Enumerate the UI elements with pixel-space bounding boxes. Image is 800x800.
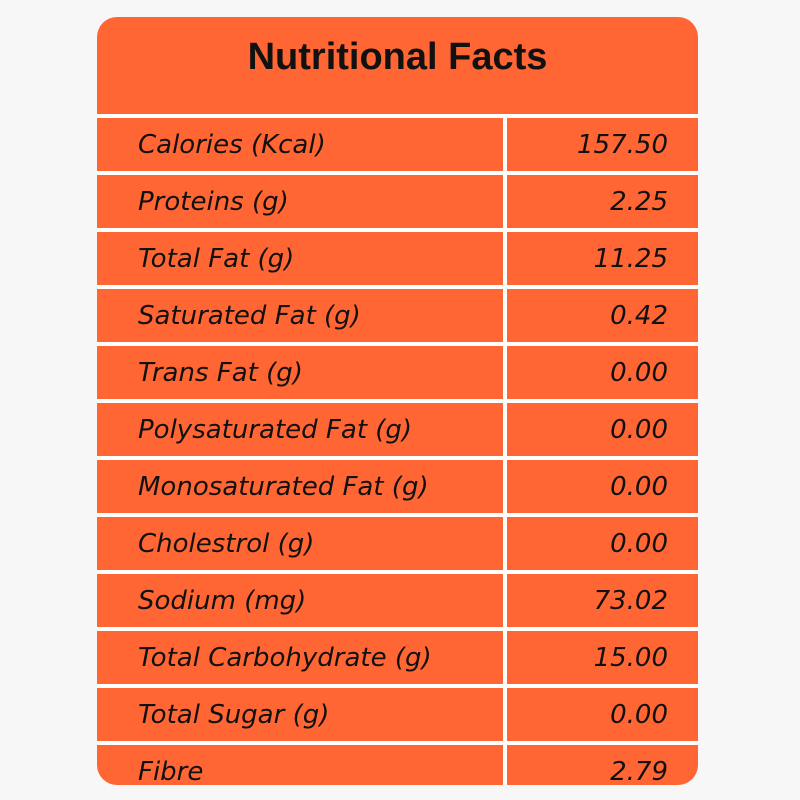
nutrient-label: Sodium (mg) [97, 574, 507, 627]
nutrient-value: 0.42 [610, 300, 668, 331]
nutrient-label: Monosaturated Fat (g) [97, 460, 507, 513]
nutrient-value: 0.00 [610, 414, 668, 445]
table-row: Monosaturated Fat (g) 0.00 [97, 460, 698, 517]
nutrient-value: 11.25 [593, 243, 668, 274]
nutrient-label: Polysaturated Fat (g) [97, 403, 507, 456]
table-row: Cholestrol (g) 0.00 [97, 517, 698, 574]
nutrient-value: 0.00 [610, 528, 668, 559]
nutrient-label: Saturated Fat (g) [97, 289, 507, 342]
nutrient-value: 0.00 [610, 471, 668, 502]
nutrient-value: 73.02 [593, 585, 668, 616]
nutrient-label: Calories (Kcal) [97, 118, 507, 171]
table-row: Trans Fat (g) 0.00 [97, 346, 698, 403]
nutrient-label: Fibre [97, 745, 507, 785]
nutrient-value: 2.79 [610, 756, 668, 786]
nutrient-label: Total Carbohydrate (g) [97, 631, 507, 684]
nutrient-label: Total Fat (g) [97, 232, 507, 285]
nutrient-value: 15.00 [593, 642, 668, 673]
nutrient-value: 0.00 [610, 357, 668, 388]
nutrition-table: Calories (Kcal) 157.50 Proteins (g) 2.25… [97, 118, 698, 785]
table-row: Total Sugar (g) 0.00 [97, 688, 698, 745]
nutrient-label: Trans Fat (g) [97, 346, 507, 399]
nutrient-label: Total Sugar (g) [97, 688, 507, 741]
table-row: Sodium (mg) 73.02 [97, 574, 698, 631]
nutrient-label: Proteins (g) [97, 175, 507, 228]
panel-title: Nutritional Facts [247, 35, 548, 78]
nutrient-value: 2.25 [610, 186, 668, 217]
nutrition-facts-panel: Nutritional Facts Calories (Kcal) 157.50… [97, 17, 698, 785]
table-row: Total Fat (g) 11.25 [97, 232, 698, 289]
table-row: Proteins (g) 2.25 [97, 175, 698, 232]
table-row: Calories (Kcal) 157.50 [97, 118, 698, 175]
table-row: Saturated Fat (g) 0.42 [97, 289, 698, 346]
nutrient-value: 157.50 [577, 129, 668, 160]
nutrient-value: 0.00 [610, 699, 668, 730]
table-row: Fibre 2.79 [97, 745, 698, 785]
nutrient-label: Cholestrol (g) [97, 517, 507, 570]
header-divider [97, 114, 698, 118]
table-row: Total Carbohydrate (g) 15.00 [97, 631, 698, 688]
table-row: Polysaturated Fat (g) 0.00 [97, 403, 698, 460]
